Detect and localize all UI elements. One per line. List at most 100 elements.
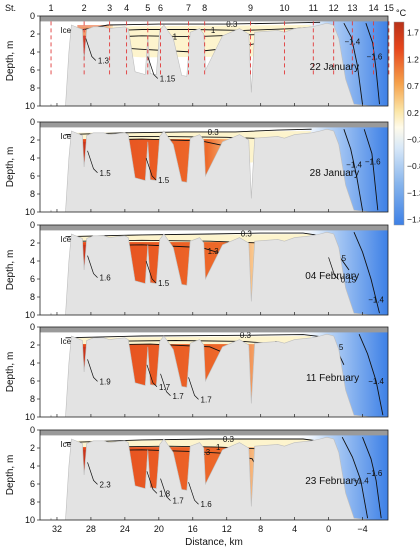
bottom-topography: [40, 128, 388, 213]
y-tick-label: 4: [30, 153, 35, 163]
callout-label: 1.5: [158, 279, 170, 288]
x-tick-label: 8: [258, 524, 263, 534]
x-axis-label: Distance, km: [185, 537, 243, 548]
y-axis-label: Depth, m: [5, 41, 16, 82]
panel-5: 0.3 1.3 1 −1.4−1.6 Ice 2.3 1.81.7 1.6 23 Februar…: [5, 425, 389, 525]
callout-leader: [160, 478, 171, 501]
callout-label: 1.7: [173, 392, 185, 401]
station-label-3: 3: [107, 3, 112, 13]
y-tick-label: 6: [30, 65, 35, 75]
station-label-9: 9: [248, 3, 253, 13]
callout-leader: [146, 471, 158, 494]
x-tick-label: 12: [222, 524, 232, 534]
isotherm-1: [65, 334, 324, 339]
station-label-7: 7: [186, 3, 191, 13]
y-tick-label: 0: [30, 11, 35, 21]
isotherm-label: 0.3: [226, 20, 238, 29]
y-tick-label: 0: [30, 220, 35, 230]
callout-leader: [146, 364, 158, 388]
callout-label: 0.15: [341, 275, 357, 284]
y-tick-label: 8: [30, 189, 35, 199]
isotherm-1: [65, 232, 322, 238]
isotherm-label: −1.4: [368, 296, 384, 305]
y-tick-label: 0: [30, 117, 35, 127]
bottom-topography: [40, 231, 388, 316]
colorbar-tick-label: 1.7: [407, 28, 419, 38]
isotherm-label: 0.3: [241, 229, 253, 238]
station-label-4: 4: [124, 3, 129, 13]
callout-leader: [87, 255, 98, 278]
y-axis-label: Depth, m: [5, 455, 16, 496]
ice-label: Ice: [60, 440, 71, 449]
ice-layer: [40, 225, 388, 231]
isotherm-label: −1.6: [367, 53, 383, 62]
panel-frame: [39, 429, 389, 521]
callout-label: 1.8: [159, 489, 171, 498]
panel-date: 28 January: [310, 168, 359, 179]
y-tick-label: 10: [25, 412, 35, 422]
ice-label: Ice: [60, 26, 71, 35]
callout-leader: [87, 462, 98, 485]
panel-date: 22 January: [310, 62, 359, 73]
station-label-8: 8: [202, 3, 207, 13]
isotherm-label: 1.3: [208, 247, 220, 256]
callout-leader: [188, 482, 199, 505]
panel-date: 04 February: [305, 271, 359, 282]
callout-label: 1.6: [201, 500, 213, 509]
y-tick-label: 10: [25, 310, 35, 320]
x-tick-label: 0: [326, 524, 331, 534]
colorbar-tick-label: −1.8: [407, 215, 420, 225]
y-tick-label: 4: [30, 461, 35, 471]
x-tick-label: 28: [86, 524, 96, 534]
bottom-topography: [40, 436, 388, 521]
callout-label: 1.9: [100, 377, 112, 386]
y-axis-label: Depth, m: [5, 147, 16, 188]
isotherm-label: 0.3: [240, 331, 252, 340]
y-axis-label: Depth, m: [5, 250, 16, 291]
panel-date: 11 February: [306, 373, 359, 384]
x-tick-label: 4: [292, 524, 297, 534]
isotherm-4: [343, 129, 363, 211]
station-label-11: 11: [309, 3, 318, 13]
callout-label: 1.15: [160, 75, 176, 84]
isotherm-6: [365, 23, 380, 105]
isotherm-label: −1.6: [367, 469, 383, 478]
y-tick-label: 6: [30, 274, 35, 284]
y-tick-label: 4: [30, 358, 35, 368]
callout-label: 1.5: [158, 176, 170, 185]
isotherm-4: [341, 436, 369, 519]
callout-label: 1.7: [201, 395, 213, 404]
y-tick-label: 2: [30, 29, 35, 39]
y-tick-label: 8: [30, 292, 35, 302]
y-tick-label: 8: [30, 83, 35, 93]
isotherm-label: 1: [216, 443, 221, 452]
y-tick-label: 2: [30, 135, 35, 145]
ice-label: Ice: [60, 235, 71, 244]
y-tick-label: 8: [30, 497, 35, 507]
callout-label: 2.3: [100, 480, 112, 489]
y-tick-label: 2: [30, 443, 35, 453]
isotherm-label: 0.3: [208, 128, 220, 137]
isotherm-1: [65, 128, 312, 136]
isotherm-label: 1.3: [199, 448, 211, 457]
isotherm-label: −1.4: [353, 476, 369, 485]
station-label-15: 15: [384, 3, 394, 13]
y-tick-label: 10: [25, 515, 35, 525]
y-tick-label: 6: [30, 171, 35, 181]
isotherm-5: [363, 129, 379, 211]
ice-label: Ice: [60, 337, 71, 346]
y-tick-label: 2: [30, 340, 35, 350]
isotherm-label: −1.4: [368, 377, 384, 386]
y-axis-label: Depth, m: [5, 352, 16, 393]
panel-frame: [39, 224, 389, 316]
panel-date: 23 February: [305, 476, 359, 487]
panel-frame: [39, 121, 389, 213]
callout-leader: [87, 150, 98, 174]
y-tick-label: 4: [30, 256, 35, 266]
colorbar-scale: [393, 21, 405, 226]
callout-leader: [328, 257, 339, 280]
x-tick-label: 16: [188, 524, 198, 534]
